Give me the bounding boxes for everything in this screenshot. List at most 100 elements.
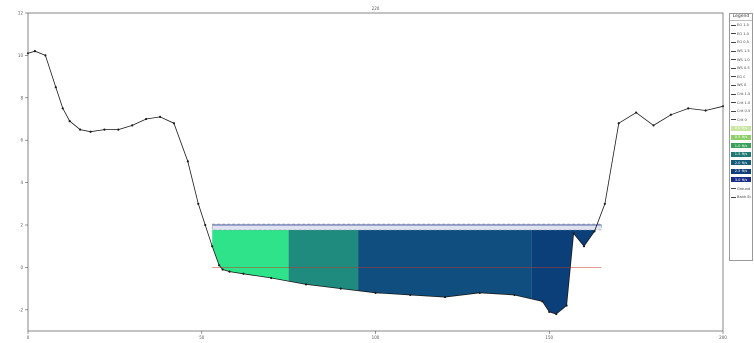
ground-point [242,272,245,275]
ground-point [221,268,224,271]
legend-swatch: 0.0 ft/s [731,125,751,131]
legend-item-velocity: 3.0 ft/s [730,176,752,185]
ground-point [565,304,568,307]
legend-line-marker [731,41,736,43]
legend-label: Crit 0 [737,117,747,122]
legend-label: WS 1.0 [737,57,750,62]
ground-point [593,230,596,233]
legend-label: EG 1.0 [737,31,749,36]
legend-item-velocity: 0.0 ft/s [730,124,752,133]
legend-item-velocity: 0.5 ft/s [730,133,752,142]
legend-line-marker [731,119,736,121]
flow-region-3 [531,225,602,314]
legend-line-marker [731,110,736,112]
ground-point [669,113,672,116]
legend-label: 0.0 ft/s [734,126,748,131]
legend-item-line: Crit 0 [730,116,752,125]
legend-title: Legend [730,14,752,21]
x-tick-label: 150 [545,335,553,340]
legend-swatch: 1.0 ft/s [731,143,751,149]
ground-point [304,283,308,286]
legend-swatch: 2.0 ft/s [731,160,751,166]
ground-point [635,111,638,114]
legend-item-velocity: 1.0 ft/s [730,141,752,150]
axes: 0 50 100 150 200 -2 0 2 4 6 8 10 12 [18,11,727,341]
ground-point [443,295,447,299]
ground-point [572,232,575,235]
ground-point [409,293,412,297]
ground-point [54,86,57,89]
legend-label: 2.5 ft/s [734,169,748,174]
ground-point [79,128,82,131]
legend-item-line: WS 0 [730,81,752,90]
legend-label: EG 1.5 [737,23,749,28]
ground-point [145,117,148,121]
legend-line-marker [731,93,736,95]
top-label: 220 [372,6,380,11]
ground-point [548,310,551,314]
ground-point [186,160,189,163]
ground-point [270,276,273,280]
y-tick-label: 6 [20,138,23,143]
legend-item-line: EG 1.5 [730,21,752,30]
legend-list: EG 1.5 EG 1.0 EG 0.5 WS 1.5 WS 1.0 WS 0.5 EG 0… [730,21,752,201]
legend-label: 1.5 ft/s [734,152,748,157]
legend-label: WS 1.5 [737,49,750,54]
legend-item-line: Bank Sta [730,193,752,202]
ground-point [339,287,342,290]
legend-line-marker [731,67,736,69]
y-tick-label: 2 [20,223,23,228]
ground-point [228,270,231,273]
legend-item-line: EG 0 [730,73,752,82]
ground-point [33,50,37,53]
legend-item-velocity: 2.0 ft/s [730,159,752,168]
ground-point [687,107,690,110]
legend-label: Crit 1.5 [737,92,751,97]
legend-label: 2.0 ft/s [734,160,748,165]
legend-label: EG 0.5 [737,40,749,45]
legend-label: 1.0 ft/s [734,143,748,148]
legend-line-marker [731,196,736,198]
ground-point [218,264,221,267]
legend-line-marker [731,33,736,35]
y-tick-label: 12 [18,11,24,16]
ground-point [652,124,655,127]
legend-line-marker [731,102,736,104]
legend-swatch: 0.5 ft/s [731,134,751,140]
y-tick-label: -2 [19,307,23,312]
x-tick-label: 100 [372,335,380,340]
legend-swatch: 1.5 ft/s [731,151,751,157]
legend-item-line: WS 0.5 [730,64,752,73]
ground-point [211,245,214,248]
y-tick-label: 8 [20,95,23,100]
legend-label: Bank Sta [737,195,751,200]
legend-line-marker [731,188,736,190]
legend-swatch: 3.0 ft/s [731,177,751,183]
legend-item-line: EG 0.5 [730,38,752,47]
legend-item-line: Crit 0.5 [730,107,752,116]
x-tick-label: 200 [719,335,727,340]
y-tick-label: 0 [20,265,23,270]
ground-point [89,130,92,133]
legend-label: 0.5 ft/s [734,135,748,140]
legend-item-line: Crit 1.0 [730,98,752,107]
x-tick-label: 0 [27,335,30,340]
ground-point [131,124,134,127]
legend-swatch: 2.5 ft/s [731,168,751,174]
legend-line-marker [731,50,736,52]
legend-item-line: WS 1.0 [730,55,752,64]
legend-line-marker [731,24,736,26]
legend-line-marker [731,76,736,78]
legend-item-line: Crit 1.5 [730,90,752,99]
legend-item-velocity: 1.5 ft/s [730,150,752,159]
ground-point [555,312,558,316]
legend-label: Crit 1.0 [737,100,751,105]
legend-line-marker [731,84,736,86]
ground-point [603,202,606,205]
ground-point [158,115,162,118]
ground-point [582,245,586,248]
ground-point [478,291,481,294]
legend-item-velocity: 2.5 ft/s [730,167,752,176]
legend-label: EG 0 [737,74,746,79]
